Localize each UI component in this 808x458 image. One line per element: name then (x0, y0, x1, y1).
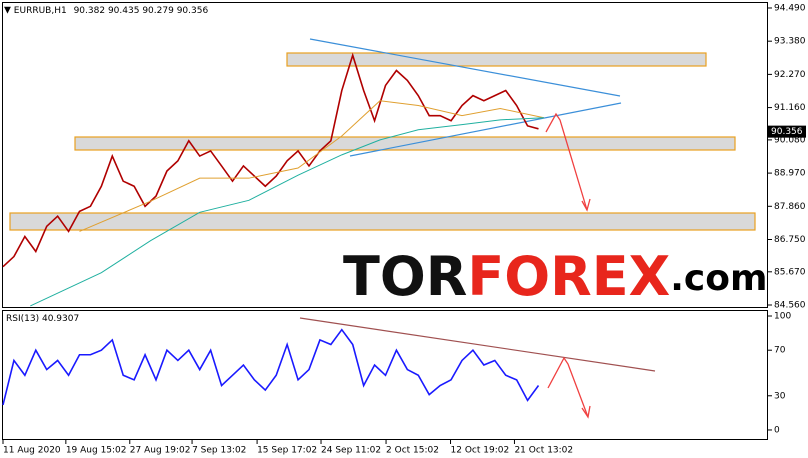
y-tick-label: 86.750 (774, 235, 806, 245)
y-tick-label: 93.380 (774, 37, 806, 47)
zones (9, 52, 756, 231)
support-zone (9, 212, 756, 231)
series-line (2, 52, 539, 268)
ohlc: 90.279 (142, 6, 174, 16)
series-line (2, 328, 540, 406)
x-tick-label: 27 Aug 19:02 (130, 446, 191, 456)
trend-line (309, 38, 621, 97)
rsi-title: RSI(13) (6, 314, 39, 324)
y-tick-label: 0 (774, 425, 780, 435)
support-zone (74, 136, 736, 151)
x-tick-label: 24 Sep 11:02 (321, 446, 381, 456)
last-price-label: 90.356 (771, 127, 803, 137)
x-tick-label: 21 Oct 13:02 (514, 446, 573, 456)
arrow-head (581, 198, 591, 212)
x-tick-label: 15 Sep 17:02 (257, 446, 317, 456)
watermark: TORFOREX.com (343, 245, 768, 308)
arrow (547, 356, 589, 418)
rsi-panel (2, 310, 768, 440)
y-tick-label: 100 (774, 312, 791, 322)
series-line (30, 117, 544, 307)
ohlc: 90.382 (74, 6, 106, 16)
ohlc: 90.435 (108, 6, 140, 16)
y-tick-label: 70 (774, 346, 786, 356)
x-tick-label: 7 Sep 13:02 (192, 446, 246, 456)
ohlc: 90.356 (177, 6, 209, 16)
symbol: EURRUB,H1 (14, 6, 67, 16)
rsi-value: 40.9307 (42, 314, 79, 324)
watermark-part: .com (670, 258, 767, 299)
arrow-head (581, 405, 591, 419)
header: ▼ EURRUB,H1 90.382 90.435 90.279 90.356 (4, 6, 208, 16)
price-panel (2, 2, 768, 308)
y-tick-label: 85.670 (774, 267, 806, 277)
forecast-arrows (545, 112, 591, 419)
watermark-part: FOREX (467, 245, 670, 308)
y-tick-label: 84.560 (774, 301, 806, 311)
series-line (79, 100, 545, 232)
y-tick-label: 30 (774, 391, 786, 401)
y-tick-label: 91.160 (774, 103, 806, 113)
y-tick-label: 90.080 (774, 135, 806, 145)
y-tick-label: 87.860 (774, 202, 806, 212)
trend-lines (299, 38, 656, 372)
y-tick-label: 92.270 (774, 70, 806, 80)
x-tick-label: 11 Aug 2020 (3, 446, 61, 456)
watermark-part: TOR (343, 245, 467, 308)
arrow (545, 112, 588, 211)
y-tick-label: 94.490 (774, 3, 806, 13)
trend-line (349, 102, 622, 157)
rsi-header: RSI(13) 40.9307 (6, 314, 79, 324)
x-tick-label: 12 Oct 19:02 (451, 446, 510, 456)
rsi-trend-line (299, 317, 656, 372)
last-price-box (768, 125, 806, 138)
x-tick-label: 19 Aug 15:02 (66, 446, 127, 456)
x-tick-label: 2 Oct 15:02 (386, 446, 439, 456)
y-tick-label: 88.970 (774, 169, 806, 179)
resistance-zone (286, 52, 707, 67)
